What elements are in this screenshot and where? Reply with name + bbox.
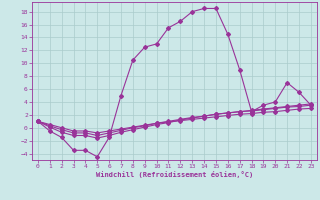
X-axis label: Windchill (Refroidissement éolien,°C): Windchill (Refroidissement éolien,°C) xyxy=(96,171,253,178)
